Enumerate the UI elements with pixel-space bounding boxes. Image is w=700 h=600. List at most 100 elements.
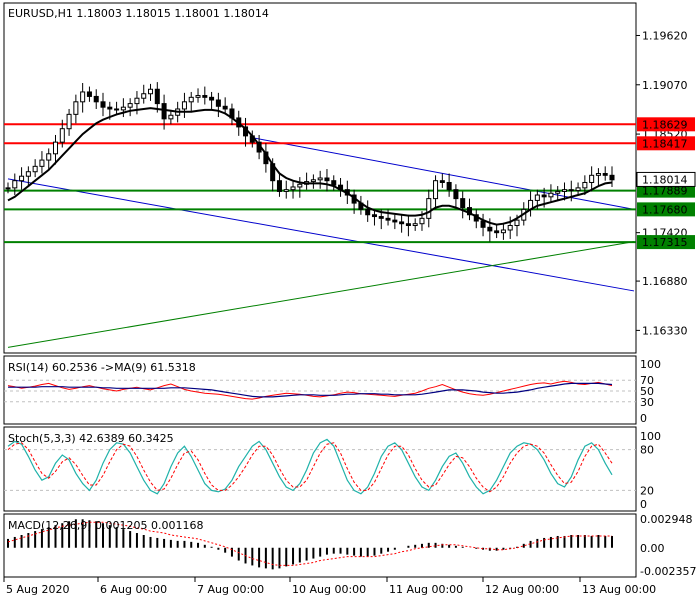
rsi-axis-label: 70 [640, 374, 654, 387]
stoch-axis-label: 0 [640, 498, 647, 511]
candle-body [100, 101, 106, 108]
candle-body [107, 106, 113, 110]
candle-body [331, 180, 337, 186]
candle-body [181, 101, 187, 110]
candle-body [568, 189, 574, 192]
candle-body [453, 189, 459, 200]
time-axis-label: 12 Aug 00:00 [485, 583, 559, 596]
candle-body [405, 223, 411, 227]
candle-body [582, 181, 588, 189]
stoch-signal-line [7, 442, 613, 493]
level-price-label: 1.17889 [642, 185, 688, 198]
candle-body [19, 175, 25, 182]
candle-body [222, 105, 228, 110]
current-price-tag [636, 171, 696, 187]
time-axis-label: 6 Aug 00:00 [100, 583, 167, 596]
rsi-axis-label: 50 [640, 385, 654, 398]
candle-body [371, 214, 377, 218]
time-axis-label: 5 Aug 2020 [6, 583, 69, 596]
macd-axis-label: -0.002357 [640, 565, 696, 578]
candle-body [93, 95, 99, 103]
candle-body [385, 217, 391, 221]
rsi-axis-label: 0 [640, 412, 647, 425]
level-price-tag [637, 117, 695, 132]
trendline [7, 178, 635, 292]
candle-body [168, 114, 174, 120]
candle-body [114, 108, 120, 111]
candle-body [365, 208, 371, 216]
candle-body [188, 96, 194, 103]
candle-body [399, 221, 405, 225]
candle-body [86, 91, 92, 97]
candle-body [609, 174, 615, 181]
candle-body [148, 88, 154, 95]
candle-body [589, 174, 595, 183]
candle-body [5, 187, 11, 190]
candle-body [507, 225, 513, 231]
stoch-main-line [7, 438, 613, 495]
moving-average-line [7, 107, 613, 226]
stoch-axis-label: 100 [640, 430, 661, 443]
candle-body [555, 190, 561, 194]
price-axis-label: 1.16330 [642, 324, 688, 337]
candle-body [378, 216, 384, 219]
level-price-label: 1.18629 [642, 118, 688, 131]
stoch-header: Stoch(5,3,3) 42.6389 60.3425 [8, 432, 174, 445]
candle-body [12, 180, 18, 189]
candle-body [39, 159, 45, 167]
stoch-axis-label: 80 [640, 444, 654, 457]
candle-body [514, 219, 520, 227]
rsi-axis-label: 30 [640, 396, 654, 409]
level-price-tag [637, 136, 695, 151]
candle-body [439, 180, 445, 183]
main-chart-header: EURUSD,H1 1.18003 1.18015 1.18001 1.1801… [8, 7, 269, 20]
candle-body [73, 101, 79, 115]
candle-body [561, 189, 568, 192]
rsi-ma-line [8, 382, 613, 398]
rsi-axis-label: 100 [640, 358, 661, 371]
candle-body [283, 189, 289, 192]
candle-body [59, 128, 65, 143]
candle-body [215, 99, 221, 107]
macd-axis-label: 0.002948 [640, 513, 693, 526]
candle-body [127, 103, 133, 108]
rsi-header: RSI(14) 60.2536 ->MA(9) 61.5318 [8, 361, 196, 374]
time-axis-label: 10 Aug 00:00 [292, 583, 366, 596]
time-axis-label: 7 Aug 00:00 [197, 583, 264, 596]
candle-body [548, 192, 554, 198]
price-axis-label: 1.19070 [642, 79, 688, 92]
time-axis-label: 11 Aug 00:00 [389, 583, 463, 596]
candle-body [141, 93, 147, 99]
candle-body [412, 223, 418, 227]
trendline [7, 241, 635, 348]
candle-body [433, 180, 439, 200]
candle-body [80, 91, 86, 103]
candle-body [209, 96, 215, 101]
candle-body [575, 187, 581, 192]
candle-body [310, 179, 316, 183]
candle-body [297, 183, 303, 188]
candle-body [46, 153, 52, 161]
candle-body [161, 103, 167, 120]
candle-body [32, 165, 38, 173]
level-price-tag [637, 183, 695, 198]
price-axis-label: 1.16880 [642, 275, 688, 288]
candle-body [446, 181, 452, 191]
candle-body [426, 198, 432, 219]
candle-body [154, 88, 160, 105]
candle-body [392, 219, 398, 223]
macd-header: MACD(12,26,9) 0.001205 0.001168 [8, 519, 204, 532]
stoch-panel[interactable] [3, 426, 637, 512]
candle-body [534, 194, 540, 201]
level-price-label: 1.18417 [642, 137, 688, 150]
candle-body [324, 177, 330, 182]
candle-body [480, 220, 486, 228]
candle-body [487, 226, 493, 232]
candle-body [52, 141, 59, 155]
candle-body [290, 186, 296, 191]
candle-body [602, 173, 608, 176]
rsi-line [7, 380, 613, 400]
level-price-label: 1.17680 [642, 203, 688, 216]
